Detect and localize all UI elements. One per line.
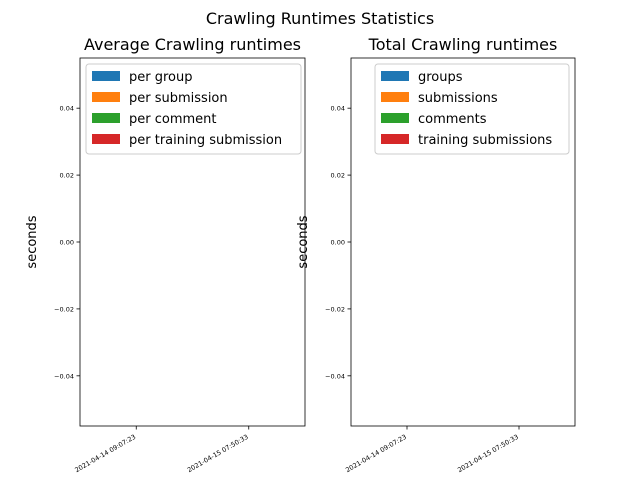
legend-label: per group	[129, 70, 192, 85]
legend-swatch	[92, 113, 120, 123]
y-tick-label: 0.02	[331, 172, 345, 180]
legend-swatch	[381, 71, 409, 81]
legend-swatch	[92, 71, 120, 81]
legend-swatch	[381, 92, 409, 102]
figure-title: Crawling Runtimes Statistics	[206, 9, 434, 28]
chart-title: Average Crawling runtimes	[84, 35, 301, 54]
y-tick-label: 0.04	[60, 105, 74, 113]
legend-label: per training submission	[129, 133, 282, 148]
y-tick-label: 0.02	[60, 172, 74, 180]
legend-label: per submission	[129, 91, 228, 106]
chart-panel-1: Average Crawling runtimes 0.04 0.02 0.00 −0.…	[25, 35, 306, 474]
chart-panel-2: Total Crawling runtimes 0.04 0.02 0.00 −0.02…	[296, 35, 576, 474]
legend-label: groups	[418, 70, 463, 85]
legend-swatch	[381, 113, 409, 123]
legend-label: submissions	[418, 91, 498, 106]
x-tick-label: 2021-04-15 07:50:33	[186, 433, 250, 474]
legend-swatch	[92, 134, 120, 144]
y-tick-label: 0.00	[331, 239, 345, 247]
y-tick-label: 0.00	[60, 239, 74, 247]
y-tick-label: −0.02	[54, 305, 74, 313]
y-tick-label: 0.04	[331, 105, 345, 113]
legend	[85, 63, 302, 155]
legend-label: training submissions	[418, 133, 552, 148]
legend-swatch	[92, 92, 120, 102]
x-tick-label: 2021-04-15 07:50:33	[456, 433, 520, 474]
y-axis-label: seconds	[25, 215, 40, 268]
y-axis-label: seconds	[296, 215, 311, 268]
legend	[374, 63, 570, 155]
y-tick-label: −0.02	[325, 305, 345, 313]
x-tick-label: 2021-04-14 09:07:23	[344, 433, 408, 474]
legend-label: comments	[418, 112, 487, 127]
chart-title: Total Crawling runtimes	[368, 35, 558, 54]
legend-swatch	[381, 134, 409, 144]
x-tick-label: 2021-04-14 09:07:23	[73, 433, 137, 474]
y-tick-label: −0.04	[325, 372, 345, 380]
y-tick-label: −0.04	[54, 372, 74, 380]
legend-label: per comment	[129, 112, 217, 127]
